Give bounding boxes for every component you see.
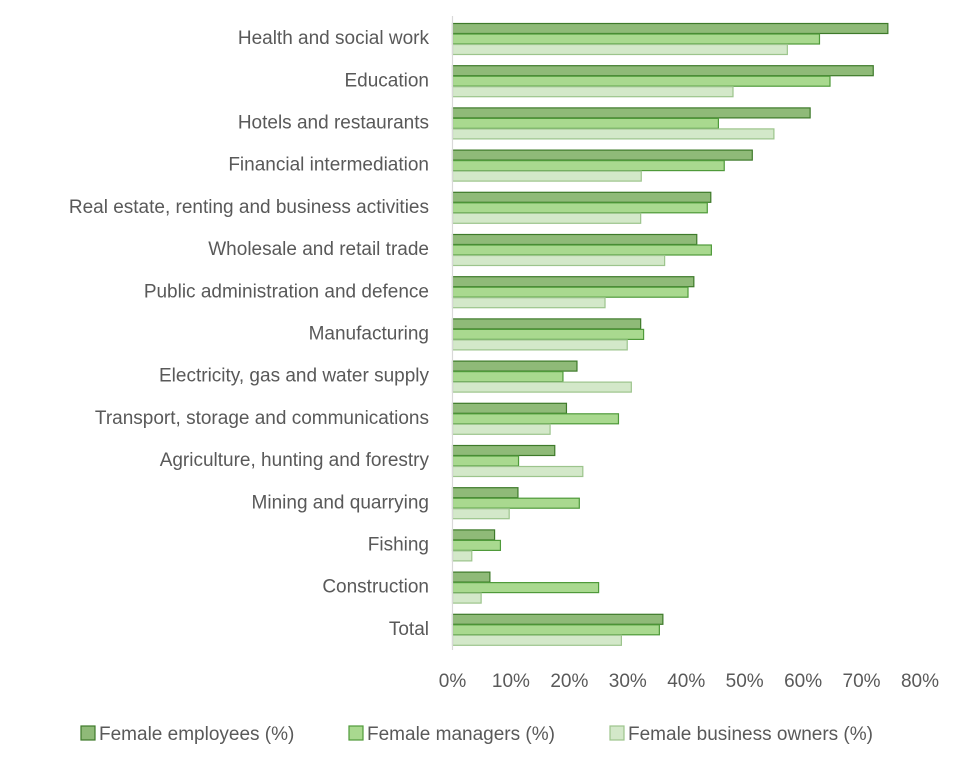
category-label: Real estate, renting and business activi…: [69, 197, 429, 218]
bar: [451, 276, 695, 288]
category-label: Wholesale and retail trade: [208, 239, 429, 260]
bar: [451, 539, 502, 552]
category-label: Construction: [322, 577, 429, 598]
legend-swatch: [609, 725, 625, 741]
bar: [451, 107, 811, 119]
bar: [451, 170, 642, 182]
bar: [451, 634, 622, 646]
x-tick-label: 0%: [439, 671, 467, 692]
bar: [451, 244, 712, 256]
bar: [451, 487, 519, 499]
x-tick-label: 80%: [901, 671, 939, 692]
bar: [451, 360, 578, 372]
bar: [451, 465, 584, 478]
bar: [451, 22, 889, 35]
category-label: Transport, storage and communications: [95, 408, 429, 429]
category-labels: Health and social work Education Hotels an…: [69, 28, 430, 640]
bar: [451, 455, 520, 467]
bar: [451, 297, 606, 309]
bar: [451, 75, 831, 87]
x-tick-labels: 0% 10% 20% 30% 40% 50% 60% 70% 80%: [439, 671, 939, 692]
x-tick-label: 20%: [550, 671, 588, 692]
legend: Female employees (%) Female managers (%) F…: [80, 724, 873, 745]
legend-label: Female employees (%): [99, 724, 294, 745]
bar: [451, 550, 473, 562]
bar: [451, 191, 712, 203]
x-tick-label: 50%: [726, 671, 764, 692]
category-label: Hotels and restaurants: [238, 113, 429, 134]
category-label: Health and social work: [238, 28, 430, 49]
bar: [451, 423, 551, 435]
bar: [451, 86, 734, 98]
bar: [451, 160, 725, 172]
x-tick-label: 60%: [784, 671, 822, 692]
bar: [451, 444, 556, 457]
category-label: Electricity, gas and water supply: [159, 366, 429, 387]
bar: [451, 328, 645, 340]
bar: [451, 581, 600, 594]
bar: [451, 212, 642, 224]
bar: [451, 65, 874, 77]
x-tick-label: 40%: [667, 671, 705, 692]
bar: [451, 254, 666, 267]
x-tick-label: 30%: [609, 671, 647, 692]
bar: [451, 571, 491, 583]
bar: [451, 233, 698, 246]
category-label: Education: [344, 70, 429, 91]
x-tick-label: 70%: [843, 671, 881, 692]
bar: [451, 497, 580, 509]
category-label: Fishing: [368, 535, 429, 556]
x-tick-label: 10%: [492, 671, 530, 692]
bar: [451, 318, 642, 330]
bar: [451, 613, 664, 625]
bars-layer: [451, 22, 889, 646]
bar: [451, 286, 689, 298]
bar: [451, 43, 788, 56]
bar: [451, 33, 821, 45]
category-label: Public administration and defence: [144, 281, 429, 302]
bar: [451, 128, 775, 140]
bar: [451, 371, 564, 383]
category-label: Agriculture, hunting and forestry: [160, 450, 430, 471]
legend-label: Female business owners (%): [628, 724, 873, 745]
legend-label: Female managers (%): [367, 724, 555, 745]
bar: [451, 149, 753, 161]
category-label: Total: [389, 619, 429, 640]
bar: [451, 117, 719, 130]
bar: [451, 529, 496, 541]
bar: [451, 202, 708, 214]
category-label: Financial intermediation: [228, 155, 429, 176]
bar: [451, 381, 632, 393]
legend-swatch: [348, 725, 364, 741]
bar: [451, 508, 510, 520]
bar: [451, 592, 482, 604]
category-label: Manufacturing: [309, 324, 429, 345]
bar: [451, 413, 620, 425]
bar: [451, 402, 568, 414]
bar: [451, 624, 660, 636]
bar: [451, 339, 628, 351]
category-label: Mining and quarrying: [252, 492, 429, 513]
legend-swatch: [80, 725, 96, 741]
